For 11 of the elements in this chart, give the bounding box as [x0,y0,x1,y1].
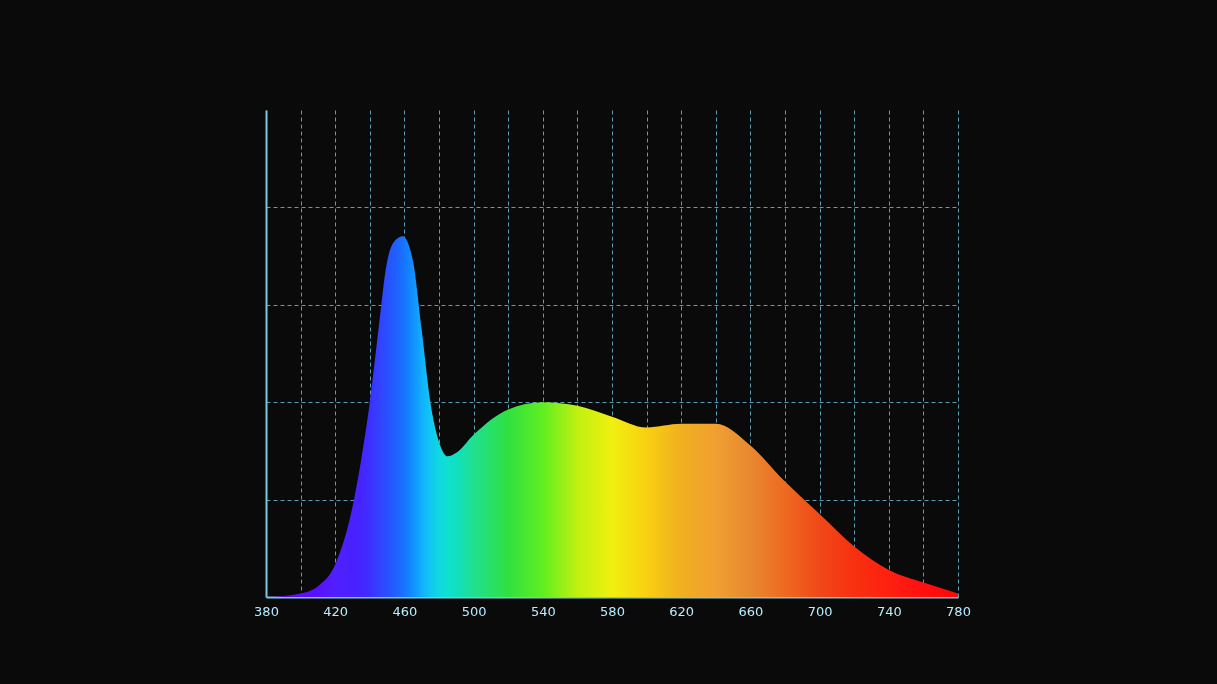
x-tick-label: 500 [461,603,487,619]
x-tick-label: 700 [807,603,833,619]
x-tick-label: 740 [876,603,902,619]
x-tick-label: 460 [392,603,418,619]
x-tick-label: 380 [254,603,279,619]
x-tick-label: 580 [600,603,625,619]
x-tick-label: 660 [738,603,764,619]
x-tick-label: 620 [669,603,695,619]
x-tick-label: 540 [530,603,556,619]
x-tick-label: 420 [323,603,349,619]
x-tick-label: 780 [946,603,971,619]
